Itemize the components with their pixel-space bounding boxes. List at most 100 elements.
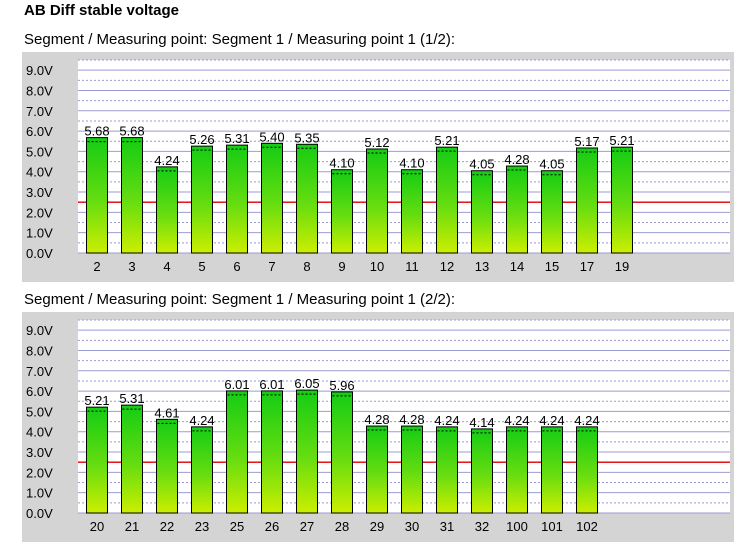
bar xyxy=(296,389,318,514)
x-tick-label: 11 xyxy=(405,259,419,274)
y-tick-label: 7.0V xyxy=(26,364,53,379)
x-tick-label: 30 xyxy=(405,519,419,534)
x-tick-label: 15 xyxy=(545,259,559,274)
x-tick-label: 6 xyxy=(233,259,240,274)
chart-2-title: Segment / Measuring point: Segment 1 / M… xyxy=(24,291,456,308)
x-tick-label: 12 xyxy=(440,259,454,274)
bar xyxy=(86,137,108,254)
bar xyxy=(576,426,598,514)
y-tick-label: 3.0V xyxy=(26,445,53,460)
x-tick-label: 26 xyxy=(265,519,279,534)
y-tick-label: 7.0V xyxy=(26,104,53,119)
y-tick-label: 6.0V xyxy=(26,384,53,399)
x-tick-label: 21 xyxy=(125,519,139,534)
value-label: 4.61 xyxy=(154,405,179,420)
x-tick-label: 13 xyxy=(475,259,489,274)
value-label: 4.24 xyxy=(574,413,599,428)
bar xyxy=(331,169,353,254)
bar xyxy=(506,165,528,254)
value-label: 4.10 xyxy=(329,156,354,171)
bar xyxy=(401,425,423,514)
bar xyxy=(226,144,248,254)
value-label: 5.68 xyxy=(119,124,144,139)
y-tick-label: 8.0V xyxy=(26,83,53,98)
value-label: 4.05 xyxy=(539,157,564,172)
chart-1-title: Segment / Measuring point: Segment 1 / M… xyxy=(24,31,456,48)
x-tick-label: 17 xyxy=(580,259,594,274)
value-label: 6.01 xyxy=(224,377,249,392)
bar xyxy=(296,143,318,254)
x-tick-label: 10 xyxy=(370,259,384,274)
x-tick-label: 23 xyxy=(195,519,209,534)
value-label: 6.01 xyxy=(259,377,284,392)
bar xyxy=(226,390,248,514)
bar xyxy=(156,418,178,514)
bar xyxy=(471,428,493,514)
bar xyxy=(121,137,143,254)
bar xyxy=(156,166,178,254)
value-label: 4.24 xyxy=(434,413,459,428)
y-tick-label: 8.0V xyxy=(26,343,53,358)
y-tick-label: 6.0V xyxy=(26,124,53,139)
value-label: 5.21 xyxy=(609,133,634,148)
x-tick-label: 3 xyxy=(128,259,135,274)
bar xyxy=(541,170,563,254)
value-label: 4.24 xyxy=(189,413,214,428)
bar xyxy=(261,390,283,514)
y-tick-label: 1.0V xyxy=(26,226,53,241)
x-tick-label: 20 xyxy=(90,519,104,534)
bar xyxy=(121,404,143,514)
value-label: 5.31 xyxy=(119,391,144,406)
x-tick-label: 7 xyxy=(268,259,275,274)
chart-1: 0.0V 1.0V 2.0V 3.0V 4.0V 5.0V 6.0V 7.0V 8.0V 9.0V… xyxy=(22,52,734,282)
x-tick-label: 27 xyxy=(300,519,314,534)
y-tick-label: 0.0V xyxy=(26,506,53,521)
bar xyxy=(471,170,493,254)
value-label: 4.05 xyxy=(469,157,494,172)
value-label: 5.35 xyxy=(294,130,319,145)
value-label: 5.17 xyxy=(574,134,599,149)
value-label: 4.24 xyxy=(539,413,564,428)
value-label: 4.28 xyxy=(399,412,424,427)
y-tick-label: 2.0V xyxy=(26,205,53,220)
x-tick-label: 8 xyxy=(303,259,310,274)
bar xyxy=(86,406,108,514)
x-tick-label: 22 xyxy=(160,519,174,534)
y-tick-label: 9.0V xyxy=(26,323,53,338)
x-tick-label: 102 xyxy=(576,519,598,534)
bar xyxy=(401,169,423,254)
x-tick-label: 29 xyxy=(370,519,384,534)
x-tick-label: 28 xyxy=(335,519,349,534)
value-label: 4.28 xyxy=(504,152,529,167)
bar xyxy=(576,147,598,254)
value-label: 5.96 xyxy=(329,378,354,393)
value-label: 5.21 xyxy=(434,133,459,148)
chart-2: 0.0V 1.0V 2.0V 3.0V 4.0V 5.0V 6.0V 7.0V 8.0V 9.0V… xyxy=(22,312,734,542)
bar xyxy=(541,426,563,514)
value-label: 5.26 xyxy=(189,132,214,147)
value-label: 6.05 xyxy=(294,376,319,391)
y-tick-label: 9.0V xyxy=(26,63,53,78)
value-label: 4.24 xyxy=(504,413,529,428)
x-tick-label: 4 xyxy=(163,259,170,274)
bar xyxy=(191,426,213,514)
x-tick-label: 31 xyxy=(440,519,454,534)
y-tick-label: 3.0V xyxy=(26,185,53,200)
x-tick-label: 2 xyxy=(93,259,100,274)
x-tick-label: 5 xyxy=(198,259,205,274)
x-tick-label: 32 xyxy=(475,519,489,534)
x-tick-label: 19 xyxy=(615,259,629,274)
value-label: 5.31 xyxy=(224,131,249,146)
y-tick-label: 1.0V xyxy=(26,486,53,501)
bar xyxy=(436,146,458,254)
y-tick-label: 5.0V xyxy=(26,144,53,159)
value-label: 5.40 xyxy=(259,129,284,144)
bar xyxy=(366,148,388,254)
y-tick-label: 2.0V xyxy=(26,465,53,480)
value-label: 5.68 xyxy=(84,124,109,139)
value-label: 4.24 xyxy=(154,153,179,168)
x-tick-label: 101 xyxy=(541,519,563,534)
bar xyxy=(191,145,213,254)
y-tick-label: 5.0V xyxy=(26,404,53,419)
bar xyxy=(331,391,353,514)
